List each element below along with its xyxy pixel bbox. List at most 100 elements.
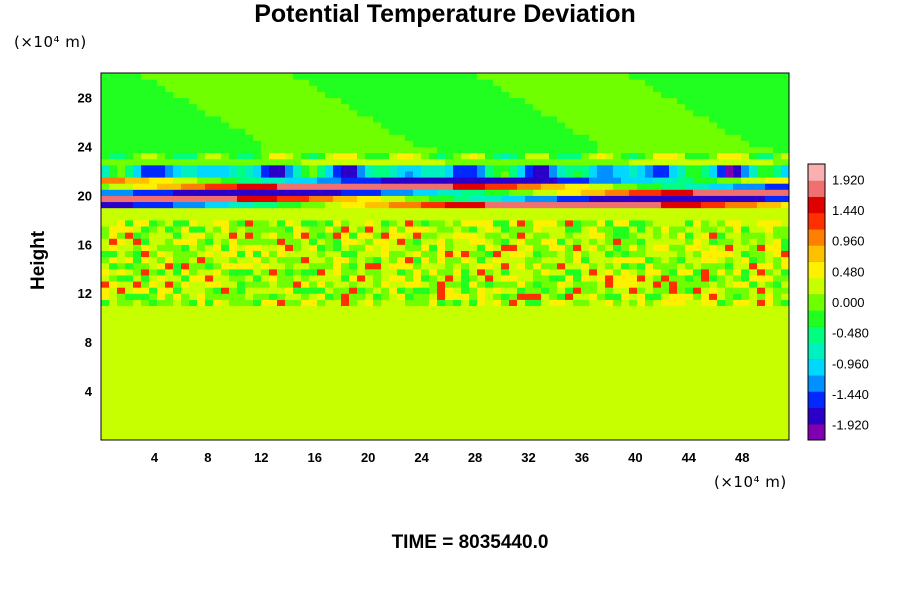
heatmap-cell <box>485 103 494 111</box>
heatmap-cell <box>733 85 742 92</box>
heatmap-cell <box>301 128 310 135</box>
heatmap-cell <box>581 317 590 325</box>
heatmap-cell <box>773 244 782 251</box>
heatmap-cell <box>709 195 718 203</box>
heatmap-cell <box>749 232 758 239</box>
heatmap-cell <box>445 152 454 160</box>
heatmap-cell <box>757 433 766 440</box>
heatmap-cell <box>709 85 718 92</box>
heatmap-cell <box>221 91 230 99</box>
heatmap-cell <box>445 244 454 251</box>
heatmap-cell <box>453 225 462 233</box>
heatmap-cell <box>141 262 150 270</box>
heatmap-cell <box>213 287 222 294</box>
heatmap-cell <box>285 360 294 368</box>
heatmap-cell <box>253 323 262 331</box>
heatmap-cell <box>269 183 278 190</box>
heatmap-cell <box>101 287 110 294</box>
heatmap-cell <box>677 329 686 337</box>
heatmap-cell <box>781 317 789 325</box>
heatmap-cell <box>213 421 222 429</box>
heatmap-cell <box>525 372 534 380</box>
heatmap-cell <box>757 274 766 282</box>
heatmap-cell <box>141 128 150 135</box>
heatmap-cell <box>373 336 382 343</box>
heatmap-cell <box>173 256 182 264</box>
heatmap-cell <box>269 109 278 117</box>
heatmap-cell <box>397 415 406 423</box>
heatmap-cell <box>229 189 238 196</box>
heatmap-cell <box>253 391 262 398</box>
heatmap-cell <box>437 287 446 294</box>
heatmap-cell <box>397 305 406 313</box>
heatmap-cell <box>325 409 334 417</box>
heatmap-cell <box>477 391 486 398</box>
heatmap-cell <box>269 280 278 288</box>
heatmap-cell <box>781 97 789 105</box>
heatmap-cell <box>733 201 742 209</box>
heatmap-cell <box>781 128 789 135</box>
heatmap-cell <box>589 268 598 276</box>
heatmap-cell <box>301 397 310 404</box>
heatmap-cell <box>277 397 286 404</box>
heatmap-cell <box>229 391 238 398</box>
heatmap-cell <box>173 219 182 227</box>
heatmap-cell <box>741 287 750 294</box>
heatmap-cell <box>453 384 462 392</box>
heatmap-cell <box>317 305 326 313</box>
heatmap-cell <box>773 121 782 129</box>
heatmap-cell <box>485 403 494 411</box>
heatmap-cell <box>397 268 406 276</box>
heatmap-cell <box>613 97 622 105</box>
heatmap-cell <box>469 421 478 429</box>
heatmap-cell <box>277 244 286 251</box>
heatmap-cell <box>701 299 710 307</box>
heatmap-cell <box>157 115 166 123</box>
heatmap-cell <box>213 366 222 374</box>
heatmap-cell <box>317 146 326 154</box>
heatmap-cell <box>429 342 438 349</box>
heatmap-cell <box>333 213 342 221</box>
heatmap-cell <box>381 115 390 123</box>
heatmap-cell <box>773 336 782 343</box>
heatmap-cell <box>301 109 310 117</box>
heatmap-cell <box>661 421 670 429</box>
heatmap-cell <box>285 268 294 276</box>
heatmap-cell <box>237 336 246 343</box>
heatmap-cell <box>269 378 278 386</box>
heatmap-cell <box>509 244 518 251</box>
heatmap-cell <box>269 397 278 404</box>
heatmap-cell <box>533 176 542 184</box>
heatmap-cell <box>173 201 182 209</box>
heatmap-cell <box>317 91 326 99</box>
heatmap-cell <box>317 415 326 423</box>
heatmap-cell <box>349 238 358 245</box>
heatmap-cell <box>349 128 358 135</box>
heatmap-cell <box>317 225 326 233</box>
heatmap-cell <box>701 305 710 313</box>
heatmap-cell <box>701 360 710 368</box>
heatmap-cell <box>549 244 558 251</box>
heatmap-cell <box>621 397 630 404</box>
heatmap-cell <box>605 427 614 435</box>
heatmap-cell <box>261 323 270 331</box>
heatmap-cell <box>509 378 518 386</box>
heatmap-cell <box>133 201 142 209</box>
heatmap-cell <box>669 293 678 300</box>
heatmap-cell <box>429 384 438 392</box>
heatmap-cell <box>189 85 198 92</box>
heatmap-cell <box>101 403 110 411</box>
heatmap-cell <box>349 348 358 355</box>
heatmap-cell <box>773 97 782 105</box>
heatmap-cell <box>333 293 342 300</box>
heatmap-cell <box>525 115 534 123</box>
heatmap-cell <box>413 348 422 355</box>
heatmap-cell <box>301 409 310 417</box>
heatmap-cell <box>565 287 574 294</box>
heatmap-cell <box>253 97 262 105</box>
heatmap-cell <box>181 305 190 313</box>
heatmap-cell <box>349 183 358 190</box>
heatmap-cell <box>117 238 126 245</box>
heatmap-cell <box>277 195 286 203</box>
